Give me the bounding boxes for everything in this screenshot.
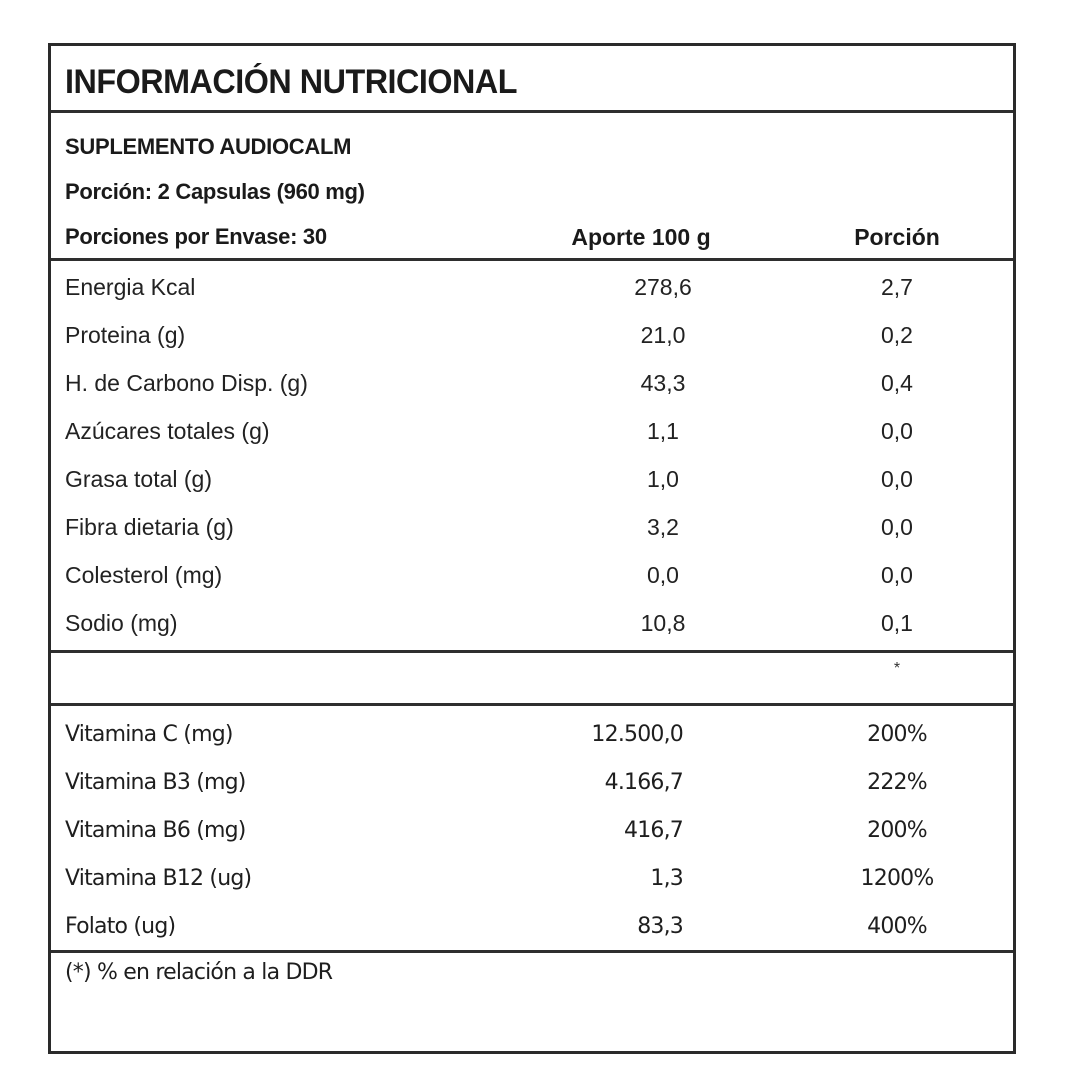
nutrient-row: Energia Kcal 278,6 2,7 [65,274,913,300]
nutrient-row: Grasa total (g) 1,0 0,0 [65,466,913,492]
divider [51,950,1013,953]
product-name: SUPLEMENTO AUDIOCALM [65,134,352,159]
vitamin-row: Folato (ug) 83,3 400% [65,914,928,939]
divider [51,650,1013,653]
column-header-per100: Aporte 100 g [571,224,711,250]
vitamin-row: Vitamina C (mg) 12.500,0 200% [65,722,928,747]
vitamin-row: Vitamina B12 (ug) 1,3 1200% [65,866,934,891]
vitamin-row: Vitamina B3 (mg) 4.166,7 222% [65,770,928,795]
nutrient-row: H. de Carbono Disp. (g) 43,3 0,4 [65,370,913,396]
column-header-serving: Porción [854,224,940,250]
nutrition-label: INFORMACIÓN NUTRICIONAL SUPLEMENTO AUDIO… [48,43,1016,1054]
divider [51,703,1013,706]
label-title: INFORMACIÓN NUTRICIONAL [65,63,518,101]
vitamin-row: Vitamina B6 (mg) 416,7 200% [65,818,928,843]
nutrient-row: Fibra dietaria (g) 3,2 0,0 [65,514,913,540]
asterisk-marker: * [893,660,901,677]
nutrient-row: Sodio (mg) 10,8 0,1 [65,610,913,636]
divider [51,258,1013,261]
nutrient-row: Proteina (g) 21,0 0,2 [65,322,913,348]
servings-per-container: Porciones por Envase: 30 [65,224,327,249]
divider [51,110,1013,113]
footnote: (*) % en relación a la DDR [65,960,333,985]
nutrient-row: Azúcares totales (g) 1,1 0,0 [65,418,913,444]
serving-size: Porción: 2 Capsulas (960 mg) [65,179,365,204]
nutrient-row: Colesterol (mg) 0,0 0,0 [65,562,913,588]
